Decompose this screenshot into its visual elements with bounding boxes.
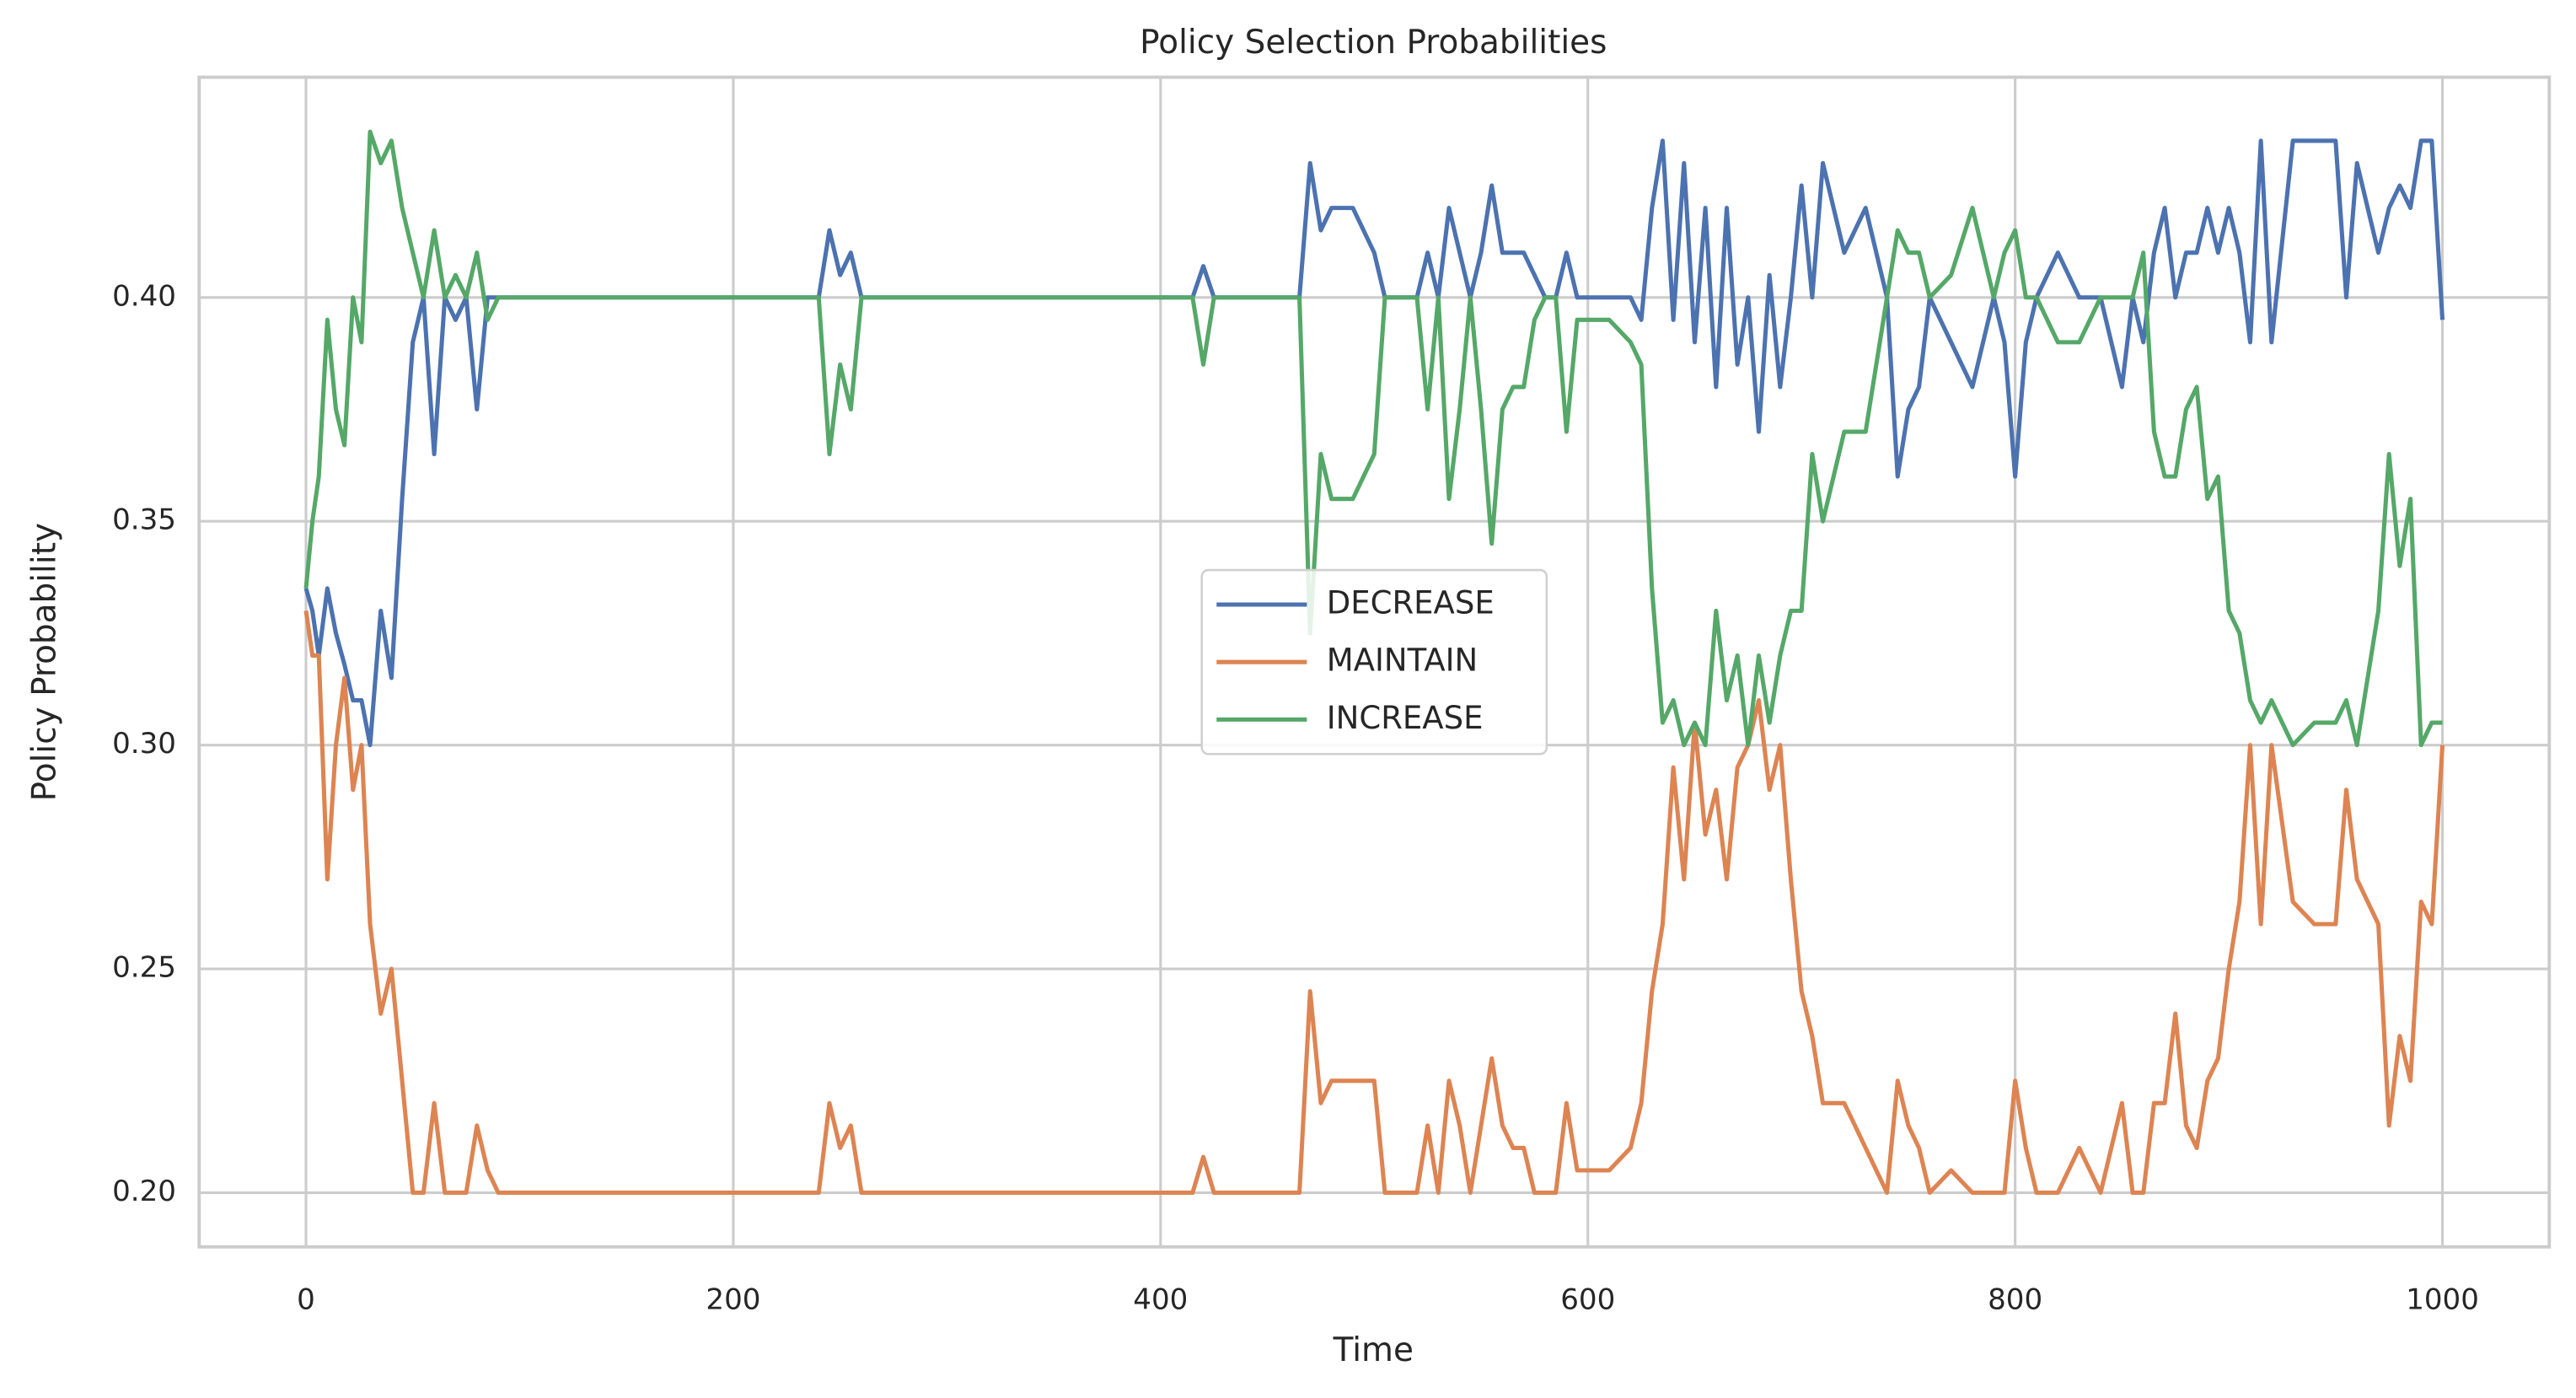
y-tick-label: 0.20 [112, 1175, 176, 1208]
x-axis-label: Time [1333, 1331, 1414, 1369]
x-tick-label: 0 [297, 1283, 315, 1317]
x-tick-label: 400 [1133, 1283, 1188, 1317]
y-tick-label: 0.30 [112, 727, 176, 761]
series-line [303, 129, 2443, 748]
series-line [303, 610, 2445, 1196]
y-axis-label: Policy Probability [26, 523, 64, 801]
x-tick-label: 200 [706, 1283, 760, 1317]
chart-title: Policy Selection Probabilities [1140, 24, 1607, 62]
y-tick-label: 0.35 [112, 503, 176, 537]
legend-box [1200, 568, 1548, 755]
y-tick-label: 0.40 [112, 279, 176, 313]
legend-label: DECREASE [1327, 584, 1495, 621]
y-tick-label: 0.25 [112, 951, 176, 985]
x-tick-label: 1000 [2406, 1283, 2479, 1317]
legend-label: INCREASE [1327, 700, 1484, 736]
series-line [303, 138, 2445, 748]
plot-frame [197, 75, 2552, 1249]
x-tick-label: 800 [1988, 1283, 2042, 1317]
legend-label: MAINTAIN [1327, 643, 1478, 679]
x-tick-label: 600 [1560, 1283, 1615, 1317]
